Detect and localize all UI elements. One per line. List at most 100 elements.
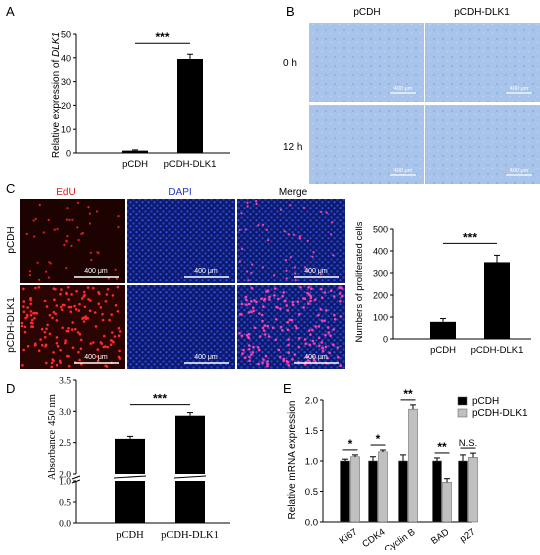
y-tick-label: 400 <box>373 247 388 257</box>
nucleus-dot <box>264 354 268 358</box>
bar-pCDH <box>430 321 456 339</box>
nucleus-dot <box>253 299 256 302</box>
bar-pCDH-DLK1 <box>177 58 203 153</box>
nucleus-dot <box>67 364 71 368</box>
y-tick-label: 2.0 <box>305 396 318 407</box>
nucleus-dot <box>286 328 290 332</box>
nucleus-dot <box>55 304 59 307</box>
nucleus-dot <box>109 339 113 342</box>
bar-upper-pCDH-DLK1 <box>175 415 205 474</box>
nucleus-dot <box>26 306 30 309</box>
y-tick-label: 500 <box>373 225 388 235</box>
nucleus-dot <box>29 297 32 300</box>
nucleus-dot <box>77 309 80 312</box>
y-tick-label: 2.5 <box>59 439 71 449</box>
nucleus-dot <box>247 336 250 339</box>
nucleus-dot <box>29 321 33 325</box>
nucleus-dot <box>311 355 315 359</box>
nucleus-dot <box>22 348 26 352</box>
nucleus-dot <box>65 239 68 242</box>
nucleus-dot <box>84 317 88 321</box>
nucleus-dot <box>118 349 121 353</box>
b-scale-label: 400 μm <box>510 86 529 92</box>
bar-p27-pCDH <box>458 460 468 523</box>
nucleus-dot <box>297 345 301 349</box>
significance-label: *** <box>155 30 169 44</box>
nucleus-dot <box>238 312 242 316</box>
nucleus-dot <box>61 326 64 330</box>
nucleus-dot <box>45 305 49 308</box>
nucleus-dot <box>67 355 70 358</box>
nucleus-dot <box>116 285 120 289</box>
nucleus-dot <box>46 323 49 327</box>
nucleus-dot <box>79 338 83 342</box>
nucleus-dot <box>70 328 74 331</box>
nucleus-dot <box>64 341 67 345</box>
c-image-merge-pcdh <box>237 199 345 283</box>
y-tick-label: 30 <box>61 77 71 87</box>
nucleus-dot <box>310 287 313 291</box>
nucleus-dot <box>105 293 109 296</box>
panel-label-a: A <box>6 4 15 19</box>
c-image-edu-dlk1 <box>20 285 125 369</box>
nucleus-dot <box>317 325 321 328</box>
legend-label: pCDH <box>472 396 499 407</box>
x-tick-label: pCDH <box>116 530 144 541</box>
nucleus-dot <box>243 356 247 360</box>
chart-e: 0.00.51.01.52.0*Ki67*CDK4**Cyclin B**BAD… <box>305 387 528 555</box>
c-channel-label-edu: EdU <box>56 187 75 198</box>
nucleus-dot <box>39 338 42 341</box>
y-tick-label: 0.5 <box>59 499 71 509</box>
b-image-dlk1-0h: 400 μm <box>425 23 540 102</box>
nucleus-dot <box>240 212 243 215</box>
nucleus-dot <box>245 298 248 302</box>
nucleus-dot <box>250 353 253 356</box>
nucleus-dot <box>246 201 249 204</box>
nucleus-dot <box>59 305 63 309</box>
nucleus-dot <box>261 319 264 323</box>
nucleus-dot <box>286 321 290 324</box>
nucleus-dot <box>70 293 73 296</box>
nucleus-dot <box>55 342 59 345</box>
significance-label: *** <box>153 392 167 406</box>
nucleus-dot <box>340 294 344 298</box>
nucleus-dot <box>314 360 317 363</box>
nucleus-dot <box>291 358 294 361</box>
nucleus-dot <box>82 320 86 323</box>
nucleus-dot <box>34 286 37 290</box>
nucleus-dot <box>238 260 241 263</box>
nucleus-dot <box>78 302 81 306</box>
nucleus-dot <box>240 302 244 306</box>
x-tick-label: pCDH <box>122 159 148 170</box>
nucleus-dot <box>306 239 309 242</box>
nucleus-dot <box>56 227 59 231</box>
nucleus-dot <box>307 302 310 305</box>
nucleus-dot <box>245 333 249 337</box>
nucleus-dot <box>48 261 51 264</box>
nucleus-dot <box>332 295 336 298</box>
nucleus-dot <box>96 359 100 363</box>
x-tick-label: pCDH-DLK1 <box>164 159 217 170</box>
nucleus-dot <box>273 274 276 277</box>
nucleus-dot <box>33 316 36 320</box>
nucleus-dot <box>111 294 115 297</box>
nucleus-dot <box>326 326 330 329</box>
nucleus-dot <box>247 279 250 282</box>
nucleus-dot <box>67 305 71 309</box>
nucleus-dot <box>339 315 343 318</box>
nucleus-dot <box>91 286 95 290</box>
bar-upper-pCDH <box>115 438 145 474</box>
nucleus-dot <box>294 324 297 328</box>
nucleus-dot <box>45 361 48 365</box>
nucleus-dot <box>311 339 315 343</box>
nucleus-dot <box>317 336 321 340</box>
x-tick-label: Ki67 <box>338 527 360 547</box>
nucleus-dot <box>63 243 66 247</box>
nucleus-dot <box>53 298 56 302</box>
nucleus-dot <box>338 292 342 295</box>
nucleus-dot <box>60 308 64 312</box>
nucleus-dot <box>55 336 59 339</box>
bar-p27-pCDH-DLK1 <box>468 457 478 523</box>
b-row-label-0h: 0 h <box>283 58 297 69</box>
nucleus-dot <box>81 232 84 235</box>
